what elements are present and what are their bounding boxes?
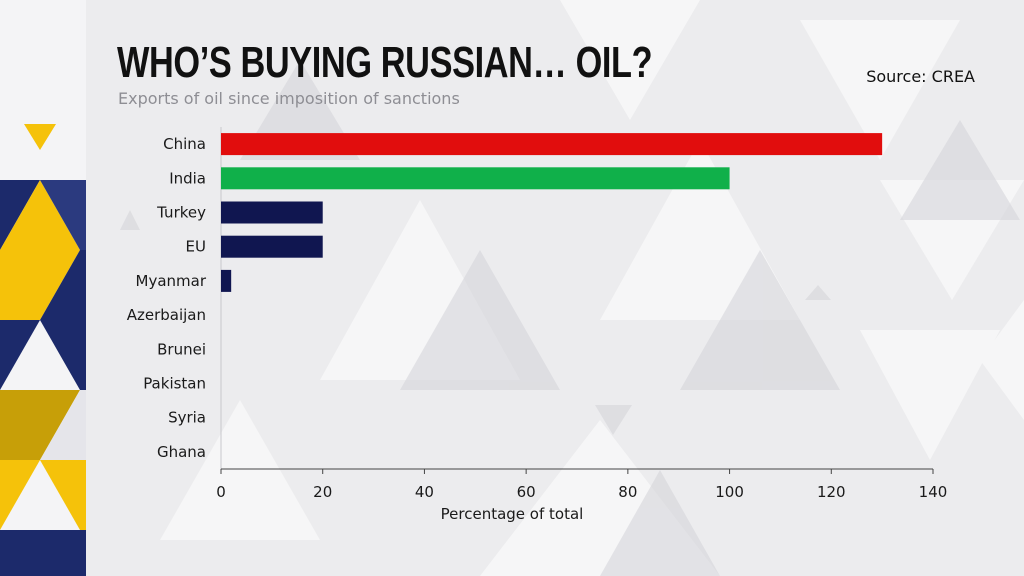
x-tick-label-0: 0 [216,483,226,501]
bar-myanmar [221,269,232,292]
category-label-turkey: Turkey [156,204,206,222]
category-label-brunei: Brunei [157,340,206,358]
category-label-ghana: Ghana [157,443,206,461]
bar-turkey [221,201,323,224]
x-tick-label-20: 20 [313,483,332,501]
bar-china [221,133,883,156]
x-tick-label-140: 140 [919,483,948,501]
x-tick-label-40: 40 [415,483,434,501]
x-axis-title: Percentage of total [441,505,584,523]
x-tick-label-60: 60 [517,483,536,501]
x-tick-label-80: 80 [618,483,637,501]
category-label-syria: Syria [168,409,206,427]
category-label-china: China [163,135,206,153]
bar-india [221,167,730,190]
category-label-pakistan: Pakistan [143,375,206,393]
x-tick-label-100: 100 [715,483,744,501]
chart-title: WHO’S BUYING RUSSIAN… OIL? [117,38,653,87]
category-label-india: India [169,169,206,187]
category-label-eu: EU [186,238,206,256]
chart-subtitle: Exports of oil since imposition of sanct… [118,89,460,108]
x-tick-label-120: 120 [817,483,846,501]
category-label-azerbaijan: Azerbaijan [127,306,206,324]
left-accent-stripe [0,124,86,576]
bar-eu [221,235,323,258]
source-label: Source: CREA [866,67,975,86]
category-label-myanmar: Myanmar [136,272,207,290]
